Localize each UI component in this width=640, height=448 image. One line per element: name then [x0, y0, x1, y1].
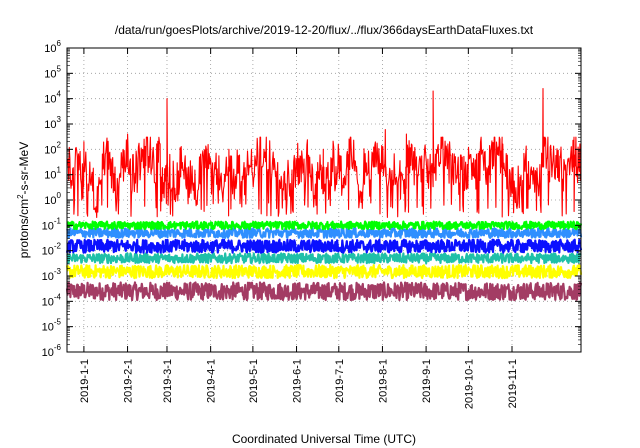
x-tick-label: 2019-3-1 [162, 359, 174, 403]
y-tick-label: 104 [44, 90, 61, 106]
x-tick-label: 2019-2-1 [123, 359, 135, 403]
y-tick-label: 10-5 [42, 318, 62, 334]
x-tick-label: 2019-6-1 [292, 359, 304, 403]
y-tick-label: 10-3 [42, 267, 62, 283]
x-tick-label: 2019-1-1 [79, 359, 91, 403]
series-layer [65, 88, 583, 302]
y-tick-label: 102 [44, 140, 61, 156]
x-tick-label: 2019-11-1 [507, 359, 519, 408]
x-tick-label: 2019-7-1 [334, 359, 346, 403]
series-line-5 [66, 227, 583, 239]
series-line-3 [66, 252, 582, 265]
y-tick-label: 106 [44, 39, 61, 55]
y-tick-label: 10-2 [42, 242, 62, 258]
x-tick-label: 2019-9-1 [421, 359, 433, 403]
chart-title: /data/run/goesPlots/archive/2019-12-20/f… [115, 23, 534, 37]
y-tick-label: 10-4 [42, 292, 62, 308]
y-tick-label: 105 [44, 64, 61, 80]
series-line-7 [66, 88, 582, 219]
x-tick-label: 2019-5-1 [248, 359, 260, 403]
y-axis-label: protons/cm2-s-sr-MeV [16, 142, 31, 258]
y-tick-label: 103 [44, 115, 61, 131]
y-tick-label: 10-1 [42, 216, 62, 232]
x-tick-label: 2019-4-1 [206, 359, 218, 403]
series-line-2 [65, 263, 583, 280]
y-tick-label: 10-6 [42, 343, 62, 359]
x-tick-label: 2019-8-1 [377, 359, 389, 403]
ticks [67, 47, 581, 353]
y-tick-labels: 10-6 10-5 10-4 10-3 10-2 10-1 100 101 102 103 104 1… [42, 39, 62, 359]
series-line-4 [65, 238, 583, 254]
x-tick-labels: 2019-1-1 2019-2-1 2019-3-1 2019-4-1 2019-5-1… [79, 359, 519, 409]
x-tick-label: 2019-10-1 [463, 359, 475, 409]
y-tick-label: 100 [44, 191, 61, 207]
series-line-1 [65, 281, 583, 302]
y-tick-label: 101 [44, 166, 61, 182]
x-axis-label: Coordinated Universal Time (UTC) [232, 432, 416, 446]
series-line-6 [66, 220, 583, 231]
